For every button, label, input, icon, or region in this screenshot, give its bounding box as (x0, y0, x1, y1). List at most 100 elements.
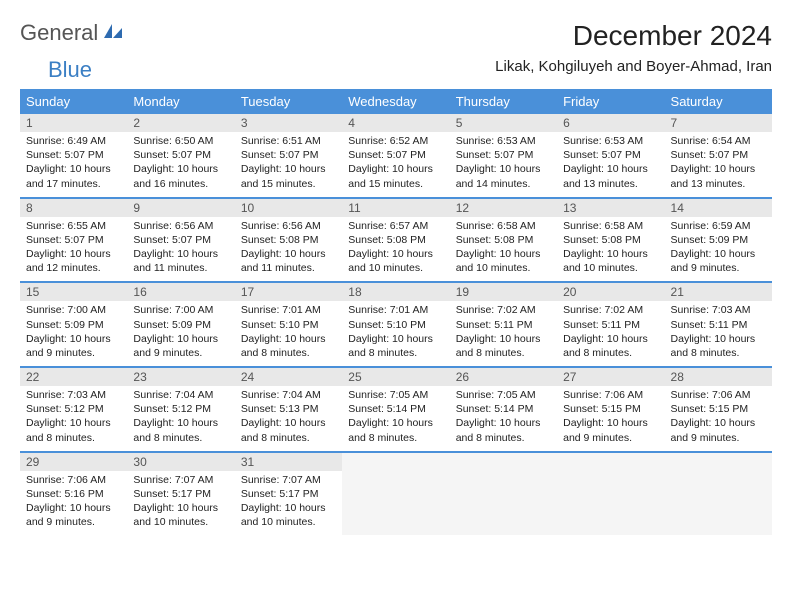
calendar-table: Sunday Monday Tuesday Wednesday Thursday… (20, 89, 772, 535)
calendar-day-cell: 10Sunrise: 6:56 AMSunset: 5:08 PMDayligh… (235, 198, 342, 283)
day-number: 20 (557, 283, 664, 301)
day-content: Sunrise: 6:57 AMSunset: 5:08 PMDaylight:… (342, 217, 449, 282)
day-content: Sunrise: 7:01 AMSunset: 5:10 PMDaylight:… (235, 301, 342, 366)
day-content: Sunrise: 6:58 AMSunset: 5:08 PMDaylight:… (557, 217, 664, 282)
day-content: Sunrise: 6:53 AMSunset: 5:07 PMDaylight:… (450, 132, 557, 197)
calendar-day-cell: 23Sunrise: 7:04 AMSunset: 5:12 PMDayligh… (127, 367, 234, 452)
day-number: 19 (450, 283, 557, 301)
calendar-day-cell: 17Sunrise: 7:01 AMSunset: 5:10 PMDayligh… (235, 282, 342, 367)
calendar-day-cell: 16Sunrise: 7:00 AMSunset: 5:09 PMDayligh… (127, 282, 234, 367)
day-content: Sunrise: 7:07 AMSunset: 5:17 PMDaylight:… (235, 471, 342, 536)
logo-sail-icon (102, 22, 124, 45)
day-number: 2 (127, 114, 234, 132)
day-content: Sunrise: 7:07 AMSunset: 5:17 PMDaylight:… (127, 471, 234, 536)
calendar-day-cell: 14Sunrise: 6:59 AMSunset: 5:09 PMDayligh… (665, 198, 772, 283)
calendar-day-cell: 29Sunrise: 7:06 AMSunset: 5:16 PMDayligh… (20, 452, 127, 536)
calendar-day-cell: 7Sunrise: 6:54 AMSunset: 5:07 PMDaylight… (665, 114, 772, 198)
calendar-day-cell: 20Sunrise: 7:02 AMSunset: 5:11 PMDayligh… (557, 282, 664, 367)
calendar-day-cell: 2Sunrise: 6:50 AMSunset: 5:07 PMDaylight… (127, 114, 234, 198)
calendar-day-cell (450, 452, 557, 536)
day-content: Sunrise: 7:02 AMSunset: 5:11 PMDaylight:… (557, 301, 664, 366)
day-number: 27 (557, 368, 664, 386)
weekday-header: Wednesday (342, 89, 449, 114)
calendar-week-row: 8Sunrise: 6:55 AMSunset: 5:07 PMDaylight… (20, 198, 772, 283)
day-number: 13 (557, 199, 664, 217)
calendar-week-row: 22Sunrise: 7:03 AMSunset: 5:12 PMDayligh… (20, 367, 772, 452)
day-number: 12 (450, 199, 557, 217)
logo-text-general: General (20, 20, 98, 46)
day-number: 18 (342, 283, 449, 301)
day-content: Sunrise: 7:01 AMSunset: 5:10 PMDaylight:… (342, 301, 449, 366)
day-content: Sunrise: 6:56 AMSunset: 5:08 PMDaylight:… (235, 217, 342, 282)
day-number: 16 (127, 283, 234, 301)
day-content: Sunrise: 6:59 AMSunset: 5:09 PMDaylight:… (665, 217, 772, 282)
calendar-day-cell: 28Sunrise: 7:06 AMSunset: 5:15 PMDayligh… (665, 367, 772, 452)
weekday-header: Friday (557, 89, 664, 114)
day-number: 10 (235, 199, 342, 217)
weekday-header-row: Sunday Monday Tuesday Wednesday Thursday… (20, 89, 772, 114)
calendar-day-cell: 13Sunrise: 6:58 AMSunset: 5:08 PMDayligh… (557, 198, 664, 283)
day-content: Sunrise: 7:04 AMSunset: 5:12 PMDaylight:… (127, 386, 234, 451)
day-content: Sunrise: 7:06 AMSunset: 5:16 PMDaylight:… (20, 471, 127, 536)
logo-text-blue: Blue (48, 57, 92, 83)
calendar-day-cell: 22Sunrise: 7:03 AMSunset: 5:12 PMDayligh… (20, 367, 127, 452)
day-content: Sunrise: 7:03 AMSunset: 5:11 PMDaylight:… (665, 301, 772, 366)
calendar-day-cell: 25Sunrise: 7:05 AMSunset: 5:14 PMDayligh… (342, 367, 449, 452)
day-content: Sunrise: 7:05 AMSunset: 5:14 PMDaylight:… (450, 386, 557, 451)
day-number: 23 (127, 368, 234, 386)
calendar-day-cell: 21Sunrise: 7:03 AMSunset: 5:11 PMDayligh… (665, 282, 772, 367)
day-number: 31 (235, 453, 342, 471)
day-content: Sunrise: 7:05 AMSunset: 5:14 PMDaylight:… (342, 386, 449, 451)
calendar-day-cell (665, 452, 772, 536)
day-content: Sunrise: 6:56 AMSunset: 5:07 PMDaylight:… (127, 217, 234, 282)
calendar-day-cell: 1Sunrise: 6:49 AMSunset: 5:07 PMDaylight… (20, 114, 127, 198)
day-number: 17 (235, 283, 342, 301)
calendar-week-row: 29Sunrise: 7:06 AMSunset: 5:16 PMDayligh… (20, 452, 772, 536)
calendar-day-cell: 3Sunrise: 6:51 AMSunset: 5:07 PMDaylight… (235, 114, 342, 198)
day-number: 21 (665, 283, 772, 301)
day-content: Sunrise: 6:55 AMSunset: 5:07 PMDaylight:… (20, 217, 127, 282)
calendar-day-cell: 12Sunrise: 6:58 AMSunset: 5:08 PMDayligh… (450, 198, 557, 283)
day-number: 30 (127, 453, 234, 471)
calendar-day-cell: 19Sunrise: 7:02 AMSunset: 5:11 PMDayligh… (450, 282, 557, 367)
day-number: 22 (20, 368, 127, 386)
day-number: 29 (20, 453, 127, 471)
day-content: Sunrise: 7:04 AMSunset: 5:13 PMDaylight:… (235, 386, 342, 451)
day-number: 15 (20, 283, 127, 301)
location: Likak, Kohgiluyeh and Boyer-Ahmad, Iran (495, 58, 772, 75)
day-number: 9 (127, 199, 234, 217)
day-number: 7 (665, 114, 772, 132)
calendar-day-cell: 15Sunrise: 7:00 AMSunset: 5:09 PMDayligh… (20, 282, 127, 367)
calendar-day-cell: 9Sunrise: 6:56 AMSunset: 5:07 PMDaylight… (127, 198, 234, 283)
day-content: Sunrise: 7:06 AMSunset: 5:15 PMDaylight:… (557, 386, 664, 451)
day-number: 24 (235, 368, 342, 386)
day-number: 6 (557, 114, 664, 132)
title-block: December 2024 Likak, Kohgiluyeh and Boye… (495, 20, 772, 75)
calendar-day-cell (557, 452, 664, 536)
calendar-day-cell: 8Sunrise: 6:55 AMSunset: 5:07 PMDaylight… (20, 198, 127, 283)
day-content: Sunrise: 6:49 AMSunset: 5:07 PMDaylight:… (20, 132, 127, 197)
calendar-week-row: 15Sunrise: 7:00 AMSunset: 5:09 PMDayligh… (20, 282, 772, 367)
day-number: 3 (235, 114, 342, 132)
day-number: 5 (450, 114, 557, 132)
calendar-day-cell (342, 452, 449, 536)
day-content: Sunrise: 6:51 AMSunset: 5:07 PMDaylight:… (235, 132, 342, 197)
calendar-day-cell: 18Sunrise: 7:01 AMSunset: 5:10 PMDayligh… (342, 282, 449, 367)
weekday-header: Sunday (20, 89, 127, 114)
calendar-day-cell: 26Sunrise: 7:05 AMSunset: 5:14 PMDayligh… (450, 367, 557, 452)
day-content: Sunrise: 6:52 AMSunset: 5:07 PMDaylight:… (342, 132, 449, 197)
calendar-week-row: 1Sunrise: 6:49 AMSunset: 5:07 PMDaylight… (20, 114, 772, 198)
weekday-header: Saturday (665, 89, 772, 114)
day-number: 26 (450, 368, 557, 386)
day-content: Sunrise: 7:00 AMSunset: 5:09 PMDaylight:… (127, 301, 234, 366)
weekday-header: Tuesday (235, 89, 342, 114)
day-number: 25 (342, 368, 449, 386)
calendar-day-cell: 31Sunrise: 7:07 AMSunset: 5:17 PMDayligh… (235, 452, 342, 536)
calendar-day-cell: 24Sunrise: 7:04 AMSunset: 5:13 PMDayligh… (235, 367, 342, 452)
day-number: 4 (342, 114, 449, 132)
weekday-header: Monday (127, 89, 234, 114)
calendar-day-cell: 11Sunrise: 6:57 AMSunset: 5:08 PMDayligh… (342, 198, 449, 283)
day-number: 28 (665, 368, 772, 386)
day-content: Sunrise: 6:58 AMSunset: 5:08 PMDaylight:… (450, 217, 557, 282)
day-content: Sunrise: 7:00 AMSunset: 5:09 PMDaylight:… (20, 301, 127, 366)
